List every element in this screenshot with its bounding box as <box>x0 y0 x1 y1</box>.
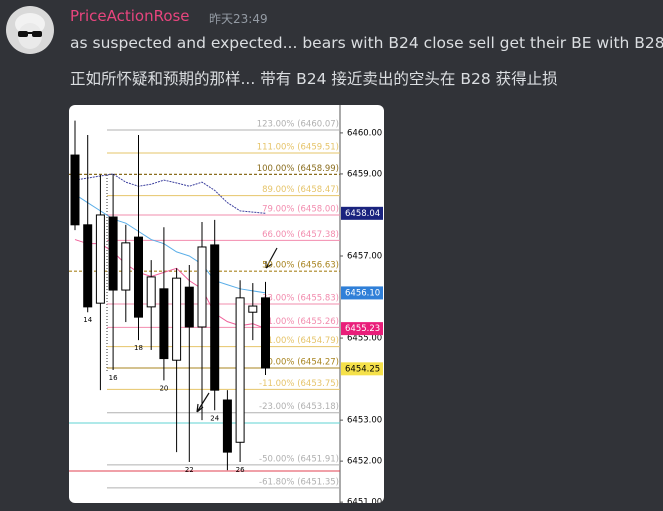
avatar-art <box>15 13 45 49</box>
candle-body <box>134 236 143 318</box>
fib-label: 66.00% (6457.38) <box>262 230 339 240</box>
bar-label: 20 <box>159 384 168 392</box>
avatar[interactable] <box>6 6 54 54</box>
price-tag-label: 6458.04 <box>345 209 380 219</box>
timestamp: 昨天23:49 <box>209 12 268 26</box>
moving-average <box>74 194 266 294</box>
y-tick-label: 6452.00 <box>347 457 382 467</box>
fib-label: 89.00% (6458.47) <box>262 185 339 195</box>
candle-body <box>261 297 270 369</box>
moving-average <box>74 239 266 330</box>
y-tick-label: 6453.00 <box>347 416 382 426</box>
candle-body <box>172 277 182 361</box>
price-tag-label: 6454.25 <box>345 364 380 374</box>
y-tick-label: 6457.00 <box>347 251 382 261</box>
fib-label: 33.00% (6455.83) <box>262 294 339 304</box>
y-tick-label: 6459.00 <box>347 169 382 179</box>
candle-body <box>222 399 232 453</box>
candle-body <box>108 216 118 291</box>
candle-body <box>159 288 169 360</box>
fib-label: 50.00% (6456.63) <box>262 261 339 271</box>
y-tick-label: 6460.00 <box>347 128 382 138</box>
price-tag <box>341 362 383 376</box>
message-line: as suspected and expected... bears with … <box>70 34 663 52</box>
chart: 123.00% (6460.07) 111.00% (6459.51) 100.00… <box>69 105 383 503</box>
fib-label: -61.80% (6451.35) <box>259 477 339 487</box>
chart-attachment[interactable]: 123.00% (6460.07) 111.00% (6459.51) 100.00… <box>69 105 384 503</box>
bar-label: 14 <box>83 316 92 324</box>
candle-body <box>95 214 105 304</box>
price-tag <box>341 206 383 220</box>
fib-label: 11.00% (6454.79) <box>262 336 339 346</box>
price-tag <box>341 322 383 336</box>
candle-body <box>70 154 80 226</box>
candle-body <box>210 244 220 391</box>
bar-label: 18 <box>134 344 143 352</box>
bar-label: 26 <box>236 466 245 474</box>
bar-label: 22 <box>185 466 194 474</box>
message-line: 正如所怀疑和预期的那样... 带有 B24 接近卖出的空头在 B28 获得止损 <box>70 70 558 88</box>
fib-label: 21.00% (6455.26) <box>262 317 339 327</box>
price-tag <box>341 286 383 300</box>
candle-body <box>184 286 194 328</box>
moving-average <box>74 173 266 214</box>
fib-label: 100.00% (6458.99) <box>257 164 339 174</box>
candle-body <box>235 297 245 443</box>
fib-label: 79.00% (6458.00) <box>262 204 339 214</box>
author[interactable]: PriceActionRose <box>70 7 190 25</box>
bar-label: 16 <box>109 374 118 382</box>
price-tag-label: 6456.10 <box>345 288 380 298</box>
price-tag-label: 6455.23 <box>345 324 380 334</box>
candle-body <box>197 246 207 328</box>
fib-label: 0.00% (6454.27) <box>268 358 340 368</box>
candle-body <box>121 242 131 291</box>
fib-label: -50.00% (6451.91) <box>259 454 339 464</box>
y-tick-label: 6451.00 <box>347 498 382 503</box>
fib-label: 111.00% (6459.51) <box>257 143 339 153</box>
bar-label: 24 <box>210 414 219 422</box>
fib-label: 123.00% (6460.07) <box>257 120 339 130</box>
chart-layers: 123.00% (6460.07) 111.00% (6459.51) 100.00… <box>69 120 383 503</box>
candle-body <box>83 224 93 308</box>
candle-body <box>248 305 258 313</box>
fib-label: -11.00% (6453.75) <box>259 379 339 389</box>
y-tick-label: 6455.00 <box>347 334 382 344</box>
fib-label: -23.00% (6453.18) <box>259 402 339 412</box>
candle-body <box>146 276 156 308</box>
